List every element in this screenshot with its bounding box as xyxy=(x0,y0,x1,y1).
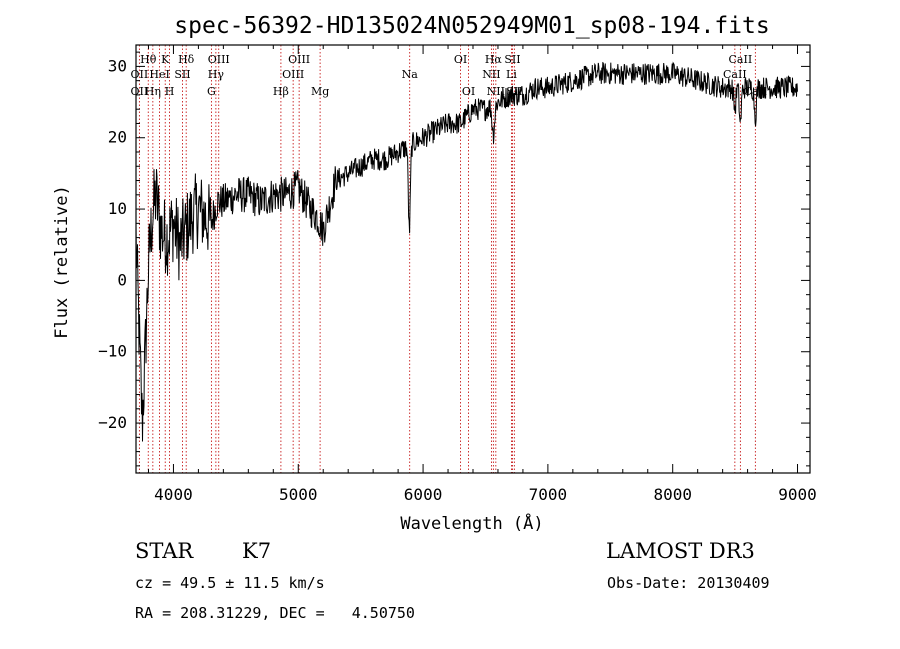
line-marker-label: OI xyxy=(454,53,467,66)
spectrum-line xyxy=(135,61,798,442)
x-tick-label: 4000 xyxy=(154,485,193,504)
line-marker-label: HeI xyxy=(149,68,169,81)
observation-date: Obs-Date: 20130409 xyxy=(607,574,770,592)
line-marker-label: SII xyxy=(174,68,190,81)
line-marker-label: OIII xyxy=(288,53,310,66)
line-marker-label: OIII xyxy=(208,53,230,66)
line-marker-label: Hγ xyxy=(208,68,225,81)
line-marker-label: OII xyxy=(131,68,149,81)
line-marker-label: OII xyxy=(131,85,149,98)
line-marker-label: Mg xyxy=(311,85,329,98)
y-tick-label: 30 xyxy=(108,56,127,75)
line-marker-label: NII xyxy=(487,85,505,98)
line-marker-label: Hα xyxy=(485,53,503,66)
x-tick-label: 7000 xyxy=(529,485,568,504)
y-axis-label: Flux (relative) xyxy=(52,185,72,339)
line-marker-label: Li xyxy=(506,68,517,81)
line-marker-label: Hη xyxy=(145,85,161,98)
line-marker-label: OIII xyxy=(282,68,304,81)
line-marker-label: K xyxy=(161,53,170,66)
line-marker-label: G xyxy=(207,85,216,98)
redshift-readout: cz = 49.5 ± 11.5 km/s xyxy=(135,574,325,592)
x-tick-label: 5000 xyxy=(279,485,318,504)
y-tick-label: 0 xyxy=(117,270,127,289)
y-tick-label: −10 xyxy=(98,342,127,361)
object-class: STAR xyxy=(135,539,194,563)
line-markers xyxy=(138,45,756,473)
y-tick-label: 20 xyxy=(108,128,127,147)
line-marker-label: CaII xyxy=(723,68,747,81)
line-marker-label: Hδ xyxy=(178,53,195,66)
object-subclass: K7 xyxy=(242,539,272,563)
chart-title: spec-56392-HD135024N052949M01_sp08-194.f… xyxy=(174,13,769,39)
line-marker-label: CaII xyxy=(729,53,753,66)
x-axis-ticks: 4000 5000 6000 7000 8000 9000 xyxy=(147,45,817,504)
line-marker-label: OI xyxy=(462,85,475,98)
line-marker-label: SII xyxy=(504,53,520,66)
x-tick-label: 9000 xyxy=(778,485,817,504)
x-tick-label: 8000 xyxy=(653,485,692,504)
y-axis-ticks: −20 −10 0 10 20 30 xyxy=(98,51,810,467)
survey-name: LAMOST DR3 xyxy=(606,539,755,563)
line-marker-label: Hθ xyxy=(140,53,157,66)
line-marker-label: NII xyxy=(482,68,500,81)
y-tick-label: −20 xyxy=(98,413,127,432)
coordinates-readout: RA = 208.31229, DEC = 4.50750 xyxy=(135,604,415,622)
x-tick-label: 6000 xyxy=(404,485,443,504)
y-tick-label: 10 xyxy=(108,199,127,218)
line-marker-label: Hβ xyxy=(273,85,289,98)
line-marker-label: Na xyxy=(402,68,419,81)
x-axis-label: Wavelength (Å) xyxy=(400,512,543,534)
line-marker-label: H xyxy=(165,85,175,98)
